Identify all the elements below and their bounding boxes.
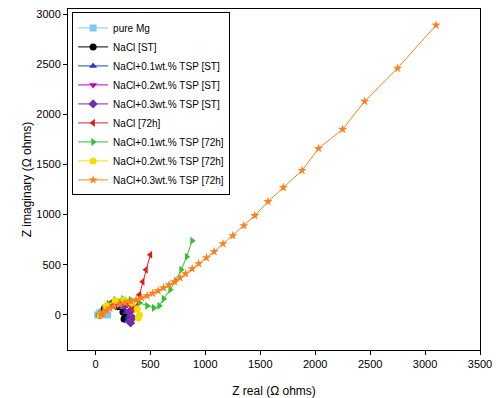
svg-text:NaCl [ST]: NaCl [ST] (113, 42, 157, 53)
svg-text:1500: 1500 (36, 158, 60, 170)
svg-text:NaCl+0.1wt.% TSP [72h]: NaCl+0.1wt.% TSP [72h] (113, 137, 224, 148)
svg-text:1500: 1500 (248, 358, 272, 370)
svg-text:NaCl+0.2wt.% TSP [72h]: NaCl+0.2wt.% TSP [72h] (113, 156, 224, 167)
svg-text:500: 500 (42, 259, 60, 271)
svg-text:3000: 3000 (413, 358, 437, 370)
svg-text:1000: 1000 (36, 208, 60, 220)
svg-text:2000: 2000 (303, 358, 327, 370)
svg-text:3000: 3000 (36, 8, 60, 20)
svg-text:0: 0 (92, 358, 98, 370)
svg-text:1000: 1000 (193, 358, 217, 370)
svg-text:2500: 2500 (36, 58, 60, 70)
svg-text:Z real (Ω ohms): Z real (Ω ohms) (232, 384, 316, 398)
svg-text:2500: 2500 (358, 358, 382, 370)
svg-text:500: 500 (141, 358, 159, 370)
svg-text:3500: 3500 (468, 358, 492, 370)
svg-text:Z imaginary (Ω ohms): Z imaginary (Ω ohms) (20, 122, 34, 238)
svg-text:NaCl+0.1wt.% TSP [ST]: NaCl+0.1wt.% TSP [ST] (113, 61, 220, 72)
svg-text:2000: 2000 (36, 108, 60, 120)
svg-text:NaCl [72h]: NaCl [72h] (113, 118, 160, 129)
svg-text:0: 0 (55, 309, 61, 321)
svg-text:NaCl+0.3wt.% TSP [72h]: NaCl+0.3wt.% TSP [72h] (113, 175, 224, 186)
svg-text:NaCl+0.3wt.% TSP [ST]: NaCl+0.3wt.% TSP [ST] (113, 99, 220, 110)
svg-text:pure Mg: pure Mg (113, 23, 150, 34)
svg-text:NaCl+0.2wt.% TSP [ST]: NaCl+0.2wt.% TSP [ST] (113, 80, 220, 91)
